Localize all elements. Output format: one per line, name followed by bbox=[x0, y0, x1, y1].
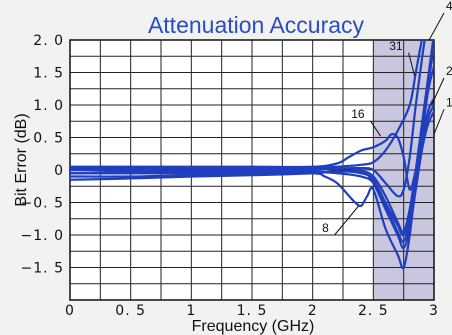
annotation-leader bbox=[408, 52, 416, 76]
x-tick-label: 3 bbox=[429, 303, 439, 319]
annotation-leader bbox=[334, 205, 360, 236]
x-tick-label: 2. 5 bbox=[358, 303, 389, 319]
chart-title: Attenuation Accuracy bbox=[148, 12, 365, 38]
y-tick-label: 0 bbox=[54, 163, 64, 179]
y-tick-label: 0. 5 bbox=[33, 131, 64, 147]
y-tick-label: −0. 5 bbox=[21, 196, 64, 212]
series-line-31 bbox=[70, 40, 423, 170]
plot-area: 2. 0 1. 5 1. 0 0. 5 0 −0. 5 −1. 0 −1. 5 0 0. 5 1 1.… bbox=[21, 0, 452, 319]
y-tick-label: 2. 0 bbox=[33, 33, 64, 49]
x-tick-label: 0. 5 bbox=[115, 303, 146, 319]
y-tick-label: 1. 0 bbox=[33, 98, 64, 114]
annotation-label: 1 bbox=[446, 95, 452, 109]
y-tick-label: −1. 5 bbox=[21, 261, 64, 277]
x-axis-label: Frequency (GHz) bbox=[192, 318, 315, 335]
annotation-leader bbox=[433, 109, 445, 135]
y-tick-label: −1. 0 bbox=[21, 228, 64, 244]
annotation-label: 8 bbox=[322, 221, 329, 235]
annotation-label: 31 bbox=[389, 39, 403, 53]
x-tick-label: 2 bbox=[308, 303, 318, 319]
annotation-label: 4 bbox=[446, 0, 452, 13]
x-tick-label: 0 bbox=[65, 303, 75, 319]
annotation-label: 2 bbox=[446, 64, 452, 78]
y-axis-label: Bit Error (dB) bbox=[13, 113, 30, 206]
annotation-label: 16 bbox=[351, 107, 365, 121]
y-tick-label: 1. 5 bbox=[33, 66, 64, 82]
x-tick-label: 1. 5 bbox=[237, 303, 268, 319]
x-tick-label: 1 bbox=[186, 303, 196, 319]
series-line-1 bbox=[70, 111, 434, 250]
annotation-leader bbox=[431, 77, 445, 106]
annotation-leader bbox=[428, 12, 445, 41]
annotation-leader bbox=[370, 120, 382, 137]
series-line-unlabeled-7 bbox=[70, 40, 434, 234]
